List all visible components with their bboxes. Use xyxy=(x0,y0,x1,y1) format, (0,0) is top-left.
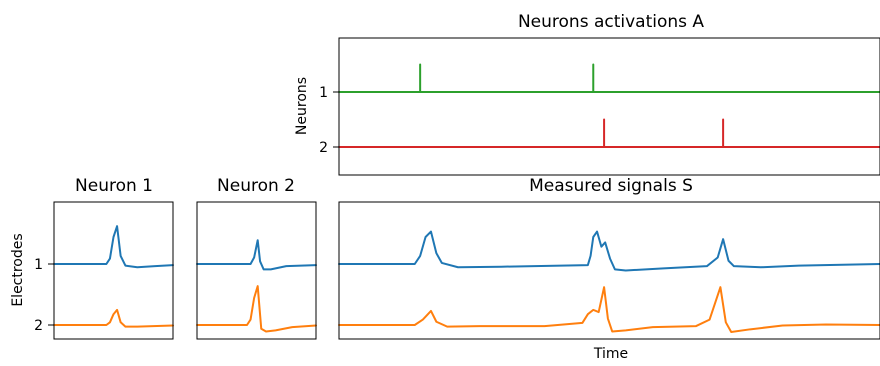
activations-ylabel: Neurons xyxy=(294,77,310,135)
neuron1-panel: Neuron 1 Electrodes 1 2 xyxy=(10,176,174,340)
neuron1-ytick-1: 1 xyxy=(34,257,43,273)
activations-ytick-1: 1 xyxy=(319,85,328,101)
activations-title: Neurons activations A xyxy=(518,12,704,32)
measured-panel: Measured signals S Time xyxy=(338,176,880,362)
neuron2-panel: Neuron 2 xyxy=(196,176,317,340)
measured-title: Measured signals S xyxy=(529,176,693,196)
neuron2-title: Neuron 2 xyxy=(217,176,295,196)
measured-frame xyxy=(338,201,880,340)
neuron1-ytick-2: 2 xyxy=(34,318,43,334)
neuron2-series-row-1 xyxy=(196,239,317,271)
activations-panel: Neurons activations A Neurons 1 2 xyxy=(294,12,880,176)
neuron2-series-row-2 xyxy=(196,285,317,333)
neuron1-series-row-1 xyxy=(53,225,174,269)
activations-frame xyxy=(338,37,880,176)
activations-series-row-2 xyxy=(338,118,880,148)
neuron2-frame xyxy=(196,201,317,340)
neuron1-series-row-2 xyxy=(53,308,174,328)
measured-series-row-2 xyxy=(338,286,880,334)
measured-series-row-1 xyxy=(338,230,880,272)
measured-xlabel: Time xyxy=(593,346,628,362)
electrodes-ylabel: Electrodes xyxy=(10,233,26,306)
neuron1-frame xyxy=(53,201,174,340)
activations-ytick-2: 2 xyxy=(319,140,328,156)
neuron1-title: Neuron 1 xyxy=(75,176,153,196)
activations-series-row-1 xyxy=(338,63,880,93)
